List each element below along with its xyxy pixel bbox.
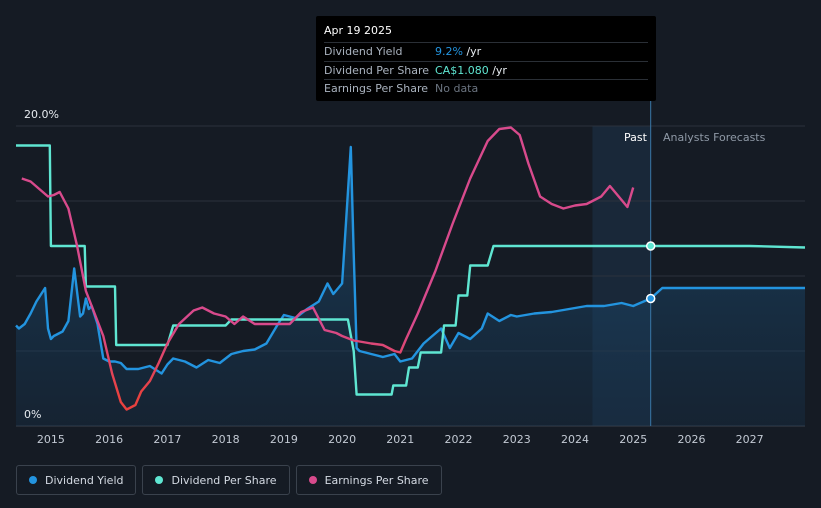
forecast-region-label: Analysts Forecasts — [663, 131, 766, 144]
x-tick-label: 2023 — [503, 433, 531, 446]
x-tick-label: 2016 — [95, 433, 123, 446]
tooltip: Apr 19 2025 Dividend Yield 9.2% /yr Divi… — [316, 16, 656, 101]
x-tick-label: 2022 — [445, 433, 473, 446]
x-tick-label: 2027 — [736, 433, 764, 446]
legend-label: Dividend Per Share — [171, 473, 277, 487]
past-region-label: Past — [624, 131, 647, 144]
dividend-yield-area — [16, 147, 805, 426]
tooltip-row-dividend-per-share: Dividend Per Share CA$1.080 /yr — [324, 60, 648, 80]
legend-label: Dividend Yield — [45, 473, 124, 487]
tooltip-label: Dividend Per Share — [324, 63, 430, 77]
tooltip-suffix: /yr — [462, 45, 482, 59]
tooltip-row-earnings-per-share: Earnings Per Share No data — [324, 79, 648, 98]
dividend-per-share-marker[interactable] — [645, 241, 656, 251]
tooltip-label: Dividend Yield — [324, 45, 403, 59]
x-tick-label: 2024 — [561, 433, 589, 446]
x-tick-label: 2015 — [37, 433, 65, 446]
dividend-per-share-dot-icon — [155, 476, 164, 484]
legend-label: Earnings Per Share — [324, 473, 429, 487]
legend: Dividend Yield Dividend Per Share Earnin… — [16, 465, 442, 495]
tooltip-value: 9.2% — [435, 45, 463, 59]
x-tick-label: 2021 — [386, 433, 414, 446]
x-tick-label: 2025 — [619, 433, 647, 446]
tooltip-row-dividend-yield: Dividend Yield 9.2% /yr — [324, 42, 648, 61]
x-tick-label: 2018 — [212, 433, 240, 446]
tooltip-value: No data — [435, 82, 479, 96]
dividend-yield-dot-icon — [29, 476, 37, 484]
tooltip-suffix: /yr — [488, 63, 507, 77]
y-tick-top: 20.0% — [24, 108, 59, 121]
x-tick-label: 2019 — [270, 433, 298, 446]
legend-dividend-yield[interactable]: Dividend Yield — [16, 465, 137, 495]
tooltip-value: CA$1.080 — [435, 63, 489, 77]
legend-dividend-per-share[interactable]: Dividend Per Share — [142, 465, 290, 495]
y-tick-bottom: 0% — [24, 408, 42, 421]
earnings-per-share-line — [21, 126, 635, 411]
tooltip-label: Earnings Per Share — [324, 82, 429, 96]
legend-earnings-per-share[interactable]: Earnings Per Share — [295, 465, 442, 495]
tooltip-date: Apr 19 2025 — [324, 24, 393, 37]
x-axis-ticks: 2015 2016 2017 2018 2019 2020 2021 2022 2023 2024… — [37, 433, 764, 446]
dividend-per-share-line — [16, 144, 806, 396]
earnings-per-share-dot-icon — [308, 476, 317, 484]
dividend-yield-marker[interactable] — [645, 293, 656, 304]
x-tick-label: 2017 — [153, 433, 181, 446]
x-tick-label: 2020 — [328, 433, 356, 446]
x-tick-label: 2026 — [677, 433, 705, 446]
